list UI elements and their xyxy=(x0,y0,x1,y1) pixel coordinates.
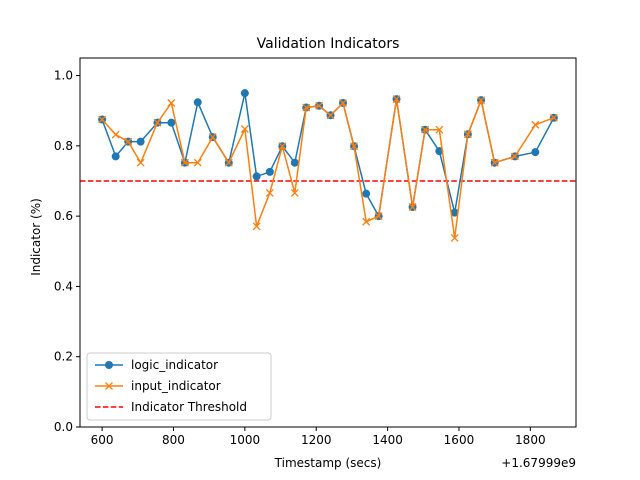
y-tick-label: 0.8 xyxy=(54,139,73,153)
data-point-input_indicator xyxy=(180,158,189,167)
y-tick-label: 1.0 xyxy=(54,69,73,83)
data-point-input_indicator xyxy=(435,125,444,134)
axes-frame xyxy=(79,57,577,428)
data-point-input_indicator xyxy=(167,99,176,107)
data-point-input_indicator xyxy=(124,137,133,146)
y-tick-label: 0.4 xyxy=(54,279,73,293)
data-point-input_indicator xyxy=(326,111,335,120)
data-point-logic_indicator xyxy=(111,152,120,161)
data-point-input_indicator xyxy=(374,212,383,221)
data-point-input_indicator xyxy=(450,233,459,242)
x-tick-label: 800 xyxy=(162,433,185,447)
data-point-input_indicator xyxy=(339,99,347,107)
data-point-input_indicator xyxy=(477,96,486,105)
data-point-input_indicator xyxy=(549,113,558,122)
data-point-logic_indicator xyxy=(362,189,371,198)
data-point-input_indicator xyxy=(511,152,519,161)
data-point-input_indicator xyxy=(531,120,540,129)
data-point-logic_indicator xyxy=(450,208,459,217)
legend-label: Indicator Threshold xyxy=(131,400,247,414)
data-point-logic_indicator xyxy=(193,98,202,107)
data-point-input_indicator xyxy=(302,103,311,112)
data-point-input_indicator xyxy=(265,188,274,197)
data-point-logic_indicator xyxy=(240,89,249,98)
data-point-input_indicator xyxy=(408,203,417,211)
x-axis-label: Timestamp (secs) xyxy=(274,456,382,470)
y-tick-label: 0.6 xyxy=(54,209,73,223)
axes: 600 800 1000 1200 1400 1600 1800 0.0 0.2 0.4 0.6 0.… xyxy=(54,57,577,447)
legend-label: input_indicator xyxy=(131,379,221,393)
data-point-input_indicator xyxy=(98,115,107,124)
data-point-input_indicator xyxy=(463,130,472,139)
data-point-input_indicator xyxy=(278,142,287,151)
data-point-logic_indicator xyxy=(265,167,274,176)
data-point-input_indicator xyxy=(224,158,233,167)
data-point-input_indicator xyxy=(193,158,202,167)
x-tick-label: 1200 xyxy=(301,433,332,447)
x-tick-label: 1400 xyxy=(372,433,403,447)
data-point-input_indicator xyxy=(240,125,249,133)
data-point-input_indicator xyxy=(153,118,162,127)
data-point-input_indicator xyxy=(252,222,261,231)
data-point-input_indicator xyxy=(350,142,359,151)
data-point-logic_indicator xyxy=(531,148,540,157)
data-point-logic_indicator xyxy=(167,118,176,127)
data-point-input_indicator xyxy=(421,125,430,134)
data-point-input_indicator xyxy=(362,217,371,226)
x-tick-label: 1000 xyxy=(230,433,261,447)
y-axis-label: Indicator (%) xyxy=(29,198,43,276)
legend-marker xyxy=(105,382,113,390)
x-tick-label: 1600 xyxy=(444,433,475,447)
data-point-input_indicator xyxy=(315,101,324,110)
x-tick-label: 1800 xyxy=(515,433,546,447)
y-tick-label: 0.2 xyxy=(54,350,73,364)
x-tick-label: 600 xyxy=(91,433,114,447)
data-point-input_indicator xyxy=(490,158,499,167)
plot-area xyxy=(80,89,576,242)
data-point-input_indicator xyxy=(136,158,145,167)
chart-title: Validation Indicators xyxy=(257,36,400,52)
data-point-logic_indicator xyxy=(136,137,145,146)
legend-marker xyxy=(105,361,113,369)
data-point-input_indicator xyxy=(392,95,401,104)
data-point-input_indicator xyxy=(290,188,299,197)
legend-label: logic_indicator xyxy=(131,358,218,372)
legend-box xyxy=(86,352,272,421)
data-point-logic_indicator xyxy=(290,158,299,167)
x-axis-offset-label: +1.67999e9 xyxy=(501,456,576,470)
data-point-input_indicator xyxy=(208,133,217,142)
data-point-input_indicator xyxy=(111,130,120,139)
legend: logic_indicator input_indicator Indicator … xyxy=(86,352,272,421)
y-tick-label: 0.0 xyxy=(54,420,73,434)
data-point-logic_indicator xyxy=(252,172,261,181)
